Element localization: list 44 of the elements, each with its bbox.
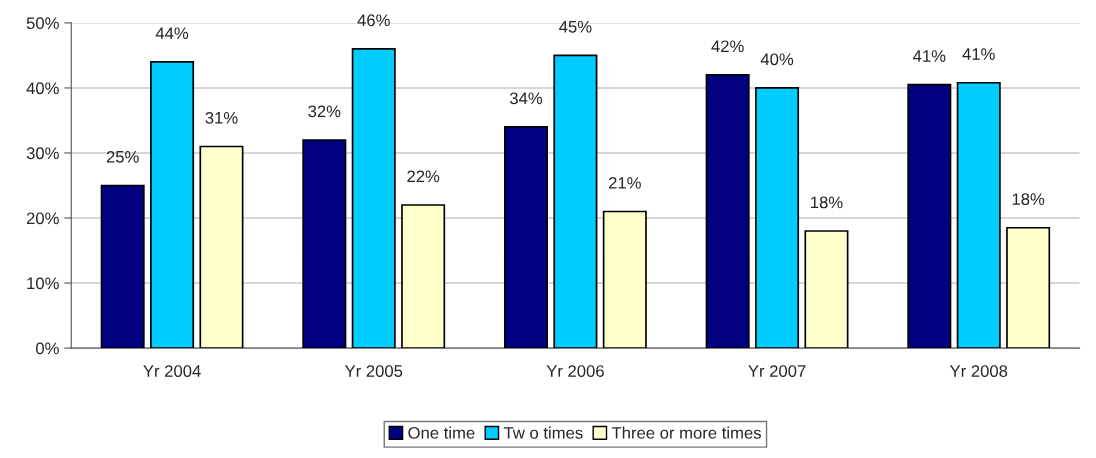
bar <box>401 204 446 349</box>
data-label: 32% <box>308 105 341 118</box>
x-tick-label: Yr 2004 <box>143 365 201 377</box>
x-tick-label: Yr 2008 <box>949 365 1008 377</box>
data-label: 40% <box>760 53 794 66</box>
bar <box>302 139 347 349</box>
data-label: 18% <box>1012 193 1045 206</box>
bar <box>199 145 244 349</box>
y-tick-label: 50% <box>26 17 59 30</box>
bar <box>503 126 549 349</box>
data-label: 45% <box>559 20 592 33</box>
bar <box>755 87 800 349</box>
data-label: 46% <box>357 14 390 27</box>
y-tick-label: 30% <box>26 147 59 160</box>
bar <box>1006 226 1051 349</box>
data-label: 22% <box>407 170 440 183</box>
data-label: 41% <box>962 48 995 60</box>
bar <box>100 184 145 349</box>
data-label: 34% <box>509 92 543 105</box>
legend-label: Three or more times <box>611 426 761 439</box>
data-label: 18% <box>811 196 843 209</box>
bar <box>804 230 849 349</box>
bar <box>351 48 396 349</box>
bar <box>956 81 1001 349</box>
legend-label: One time <box>408 426 475 439</box>
bar <box>553 54 598 349</box>
data-label: 21% <box>608 176 641 189</box>
x-tick-label: Yr 2005 <box>344 365 403 377</box>
data-label: 41% <box>913 50 946 62</box>
x-tick-label: Yr 2007 <box>748 365 806 377</box>
y-tick-label: 10% <box>27 277 59 290</box>
data-label: 44% <box>155 27 189 40</box>
legend-label: Tw o times <box>503 426 583 439</box>
bar <box>705 74 750 349</box>
data-label: 25% <box>106 150 139 163</box>
data-label: 42% <box>711 40 744 53</box>
bar <box>150 61 195 349</box>
y-tick-label: 0% <box>36 342 59 355</box>
data-label: 31% <box>205 111 238 124</box>
x-tick-label: Yr 2006 <box>546 365 604 377</box>
y-tick-label: 20% <box>26 212 59 225</box>
bar <box>602 210 647 349</box>
bar <box>907 83 952 349</box>
y-tick-label: 40% <box>26 82 59 95</box>
